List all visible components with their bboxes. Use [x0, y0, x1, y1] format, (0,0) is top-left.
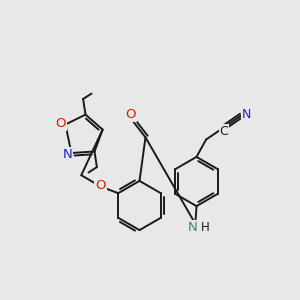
Text: N: N: [242, 107, 251, 121]
Text: N: N: [188, 220, 198, 234]
Text: O: O: [125, 108, 136, 121]
Text: N: N: [62, 148, 72, 161]
Text: C: C: [220, 125, 229, 138]
Text: O: O: [95, 179, 105, 192]
Text: H: H: [200, 220, 209, 234]
Text: O: O: [56, 117, 66, 130]
